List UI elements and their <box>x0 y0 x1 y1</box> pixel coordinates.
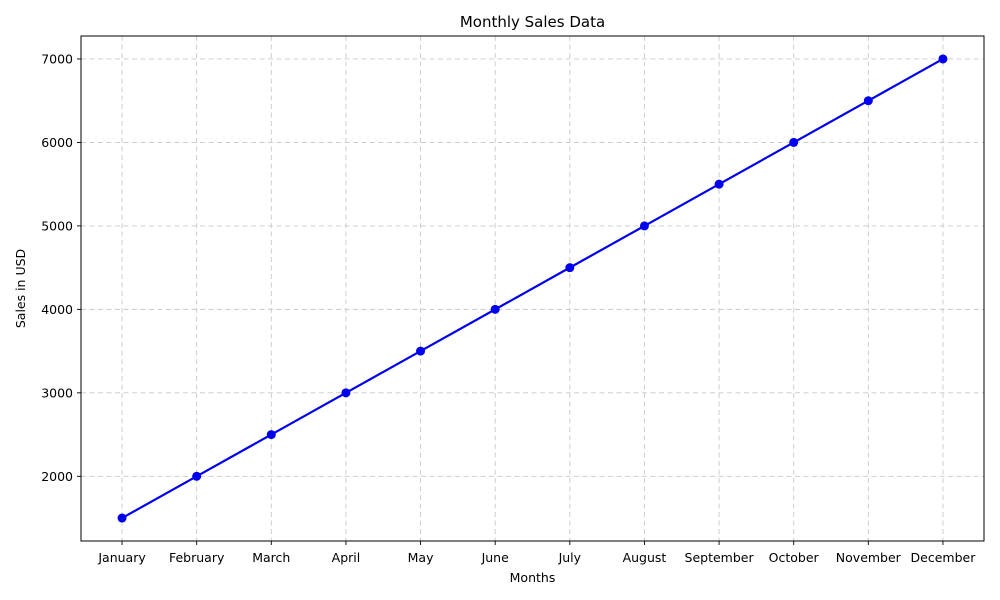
x-tick-label: May <box>408 550 434 565</box>
chart-title: Monthly Sales Data <box>460 13 605 31</box>
data-point <box>639 221 649 231</box>
y-tick-label: 4000 <box>41 302 73 317</box>
data-point <box>266 430 276 440</box>
axis-ticks: January February March April May June July Augu… <box>41 51 976 565</box>
data-point <box>714 179 724 189</box>
x-tick-label: June <box>481 550 510 565</box>
grid <box>81 36 984 541</box>
y-tick-label: 6000 <box>41 135 73 150</box>
series-line <box>120 57 945 520</box>
x-tick-label: August <box>623 550 667 565</box>
x-tick-label: December <box>911 550 977 565</box>
y-tick-label: 7000 <box>41 51 73 66</box>
y-tick-label: 5000 <box>41 218 73 233</box>
data-point <box>938 54 948 64</box>
data-point <box>117 513 127 523</box>
x-tick-label: October <box>769 550 820 565</box>
x-tick-label: September <box>685 550 755 565</box>
y-tick-label: 3000 <box>41 385 73 400</box>
data-point <box>192 471 202 481</box>
x-tick-label: July <box>558 550 582 565</box>
data-point <box>565 263 575 273</box>
x-tick-label: April <box>332 550 361 565</box>
y-tick-label: 2000 <box>41 469 73 484</box>
data-point <box>863 96 873 106</box>
data-point <box>789 137 799 147</box>
data-point <box>341 388 351 398</box>
x-tick-label: January <box>97 550 146 565</box>
data-point <box>416 346 426 356</box>
data-point <box>490 304 500 314</box>
x-tick-label: March <box>252 550 290 565</box>
x-tick-label: November <box>836 550 902 565</box>
plot-area <box>80 35 985 542</box>
x-tick-label: February <box>169 550 225 565</box>
series-layer <box>117 54 948 523</box>
y-axis-title: Sales in USD <box>13 249 28 328</box>
x-axis-title: Months <box>510 570 556 585</box>
